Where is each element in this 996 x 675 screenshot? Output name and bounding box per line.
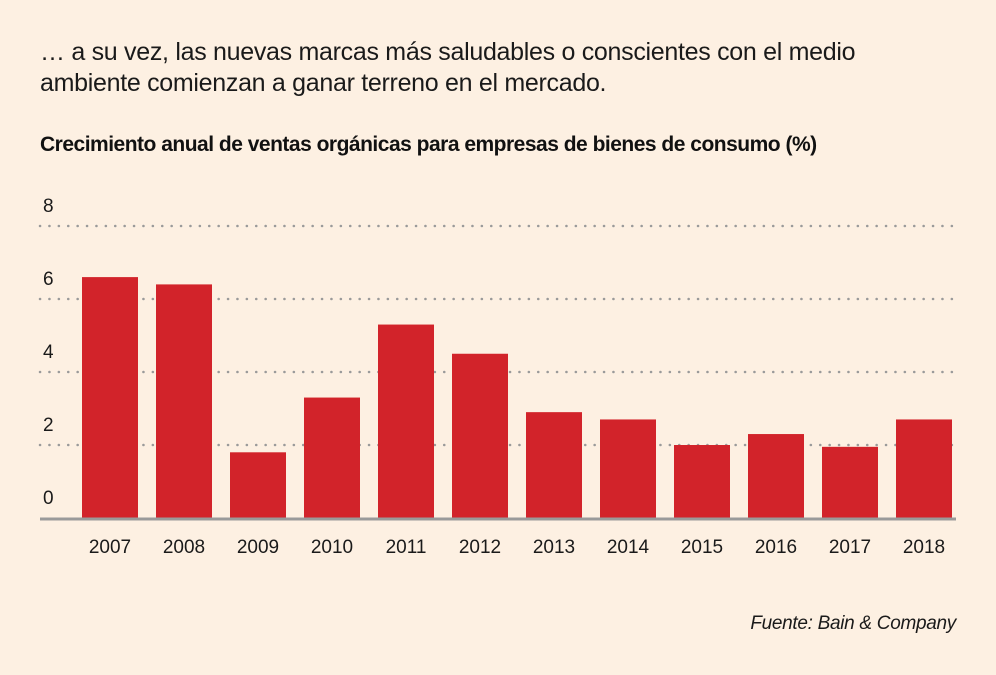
x-tick-label: 2015 [681, 537, 723, 558]
bar-2016 [748, 434, 804, 518]
bar-2010 [304, 397, 360, 518]
y-tick-label: 8 [43, 196, 54, 217]
bar-2014 [600, 419, 656, 518]
y-tick-label: 0 [43, 488, 54, 509]
x-tick-label: 2017 [829, 537, 871, 558]
bar-2015 [674, 445, 730, 518]
y-axis-ticks: 0 2 4 6 8 [43, 196, 54, 509]
x-tick-label: 2010 [311, 537, 353, 558]
bar-2008 [156, 284, 212, 518]
x-tick-label: 2016 [755, 537, 797, 558]
y-tick-label: 6 [43, 269, 54, 290]
bar-2017 [822, 446, 878, 518]
x-tick-label: 2011 [386, 537, 427, 558]
bar-2009 [230, 452, 286, 518]
bar-2018 [896, 419, 952, 518]
bar-2013 [526, 412, 582, 518]
x-tick-label: 2013 [533, 537, 575, 558]
bar-2007 [82, 277, 138, 518]
chart-title: Crecimiento anual de ventas orgánicas pa… [40, 133, 817, 156]
y-tick-label: 2 [43, 415, 54, 436]
bar-2012 [452, 353, 508, 518]
x-axis-ticks: 2007 2008 2009 2010 2011 2012 2013 2014 2015 2016… [89, 537, 945, 558]
x-tick-label: 2012 [459, 537, 501, 558]
x-tick-label: 2008 [163, 537, 205, 558]
x-tick-label: 2009 [237, 537, 279, 558]
x-tick-label: 2018 [903, 537, 945, 558]
y-tick-label: 4 [43, 342, 54, 363]
x-tick-label: 2014 [607, 537, 650, 558]
source-note: Fuente: Bain & Company [750, 613, 956, 634]
intro-text: … a su vez, las nuevas marcas más saluda… [40, 38, 856, 97]
bar-2011 [378, 324, 434, 518]
bars [82, 277, 952, 518]
x-tick-label: 2007 [89, 537, 131, 558]
